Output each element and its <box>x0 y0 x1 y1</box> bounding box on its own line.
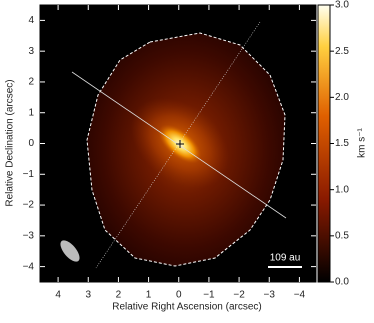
y-tick-label: 3 <box>28 46 34 57</box>
y-tick-label: 1 <box>28 107 34 118</box>
beam <box>60 240 80 262</box>
center-marker <box>176 140 184 148</box>
x-tick-label: 2 <box>116 290 122 301</box>
y-tick-label: −1 <box>23 169 35 180</box>
x-tick-label: 1 <box>146 290 152 301</box>
x-tick-label: 3 <box>85 290 91 301</box>
axis-line <box>71 71 287 219</box>
colorbar-tick-label: 0.0 <box>335 277 349 288</box>
x-axis-label: Relative Right Ascension (arcsec) <box>112 302 262 313</box>
colorbar-tick-label: 1.5 <box>335 138 349 149</box>
x-tick-label: −3 <box>264 290 276 301</box>
x-tick-label: −1 <box>203 290 215 301</box>
scale-bar-label: 109 au <box>270 253 301 264</box>
colorbar-tick-label: 1.0 <box>335 184 349 195</box>
y-tick-label: −3 <box>23 230 35 241</box>
y-tick-label: −2 <box>23 200 35 211</box>
contour <box>86 32 286 267</box>
colorbar-label: km s⁻¹ <box>357 127 368 157</box>
x-tick-label: 0 <box>176 290 182 301</box>
colorbar <box>317 4 331 283</box>
y-tick-label: 4 <box>28 15 34 26</box>
y-tick-label: 0 <box>28 138 34 149</box>
x-tick-label: −2 <box>233 290 245 301</box>
colorbar-tick-label: 2.5 <box>335 46 349 57</box>
x-tick-label: 4 <box>55 290 61 301</box>
y-tick-label: −4 <box>23 261 35 272</box>
image: 109 au <box>40 5 316 282</box>
axis-line <box>95 21 261 269</box>
y-axis-label: Relative Declination (arcsec) <box>5 79 16 206</box>
x-tick-label: −4 <box>294 290 306 301</box>
colorbar-tick-label: 3.0 <box>335 0 349 11</box>
colorbar-tick-label: 2.0 <box>335 92 349 103</box>
colorbar-tick-label: 0.5 <box>335 230 349 241</box>
y-tick-label: 2 <box>28 77 34 88</box>
